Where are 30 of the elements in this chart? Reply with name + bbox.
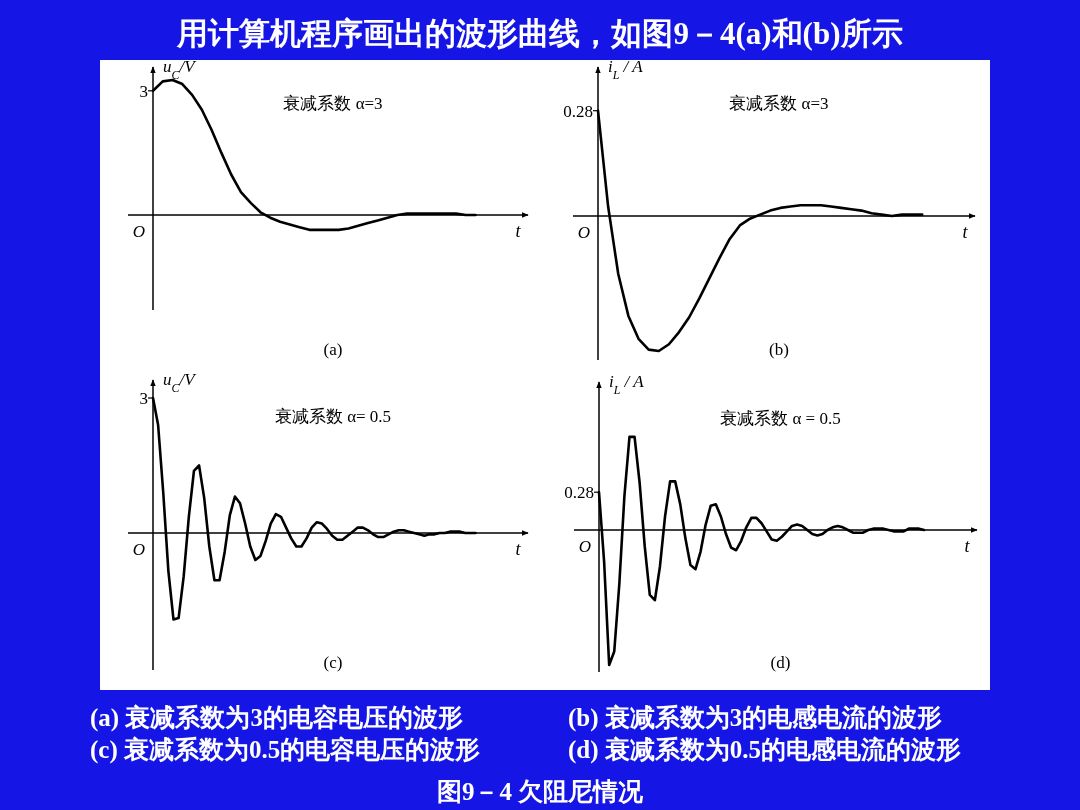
text: 0.28 <box>564 483 594 503</box>
text: (b) 衰减系数为3的电感电流的波形 <box>568 704 943 732</box>
x-axis-title: t <box>515 539 522 559</box>
x-axis-title: t <box>515 221 522 241</box>
text: (a) <box>323 340 343 359</box>
annotation: 衰减系数 α=3 <box>729 94 829 113</box>
annotation: 衰减系数 α=3 <box>283 94 383 113</box>
annotation: 0.28 <box>563 101 593 121</box>
text: O <box>578 537 591 556</box>
y-axis-title: i$_{L}$ / A <box>609 372 645 397</box>
caption: 图9－4 欠阻尼情况 <box>436 778 645 805</box>
text: (a) 衰减系数为3的电容电压的波形 <box>90 704 463 732</box>
text: O <box>132 540 145 559</box>
text: O <box>577 223 590 242</box>
text: (c) 衰减系数为0.5的电容电压的波形 <box>90 736 481 764</box>
annotation: (b) <box>769 340 789 359</box>
y-axis-title: i$_{L}$ / A <box>608 57 644 82</box>
chart-title: 用计算机程序画出的波形曲线，如图9－4(a)和(b)所示 <box>176 16 903 51</box>
text: O <box>132 222 145 241</box>
annotation: (d) <box>770 653 791 672</box>
y-axis-title: u$_{C}$/V <box>163 57 198 82</box>
x-axis-title: t <box>962 222 969 242</box>
x-axis-title: t <box>964 536 971 556</box>
text: (d) 衰减系数为0.5的电感电流的波形 <box>568 736 962 764</box>
text: 3 <box>139 389 148 408</box>
text: (c) <box>323 653 343 672</box>
annotation: 衰减系数 α= 0.5 <box>274 407 392 426</box>
text: 衰减系数 α = 0.5 <box>720 409 841 428</box>
text: 3 <box>139 81 148 101</box>
y-axis-title: u$_{C}$/V <box>163 370 198 395</box>
